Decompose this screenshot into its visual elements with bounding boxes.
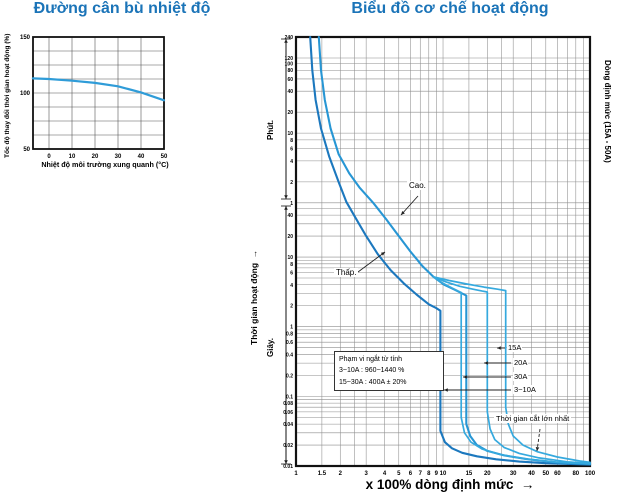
svg-text:100: 100 [285,62,294,68]
svg-text:0.06: 0.06 [283,410,293,416]
svg-text:5: 5 [397,471,401,477]
svg-text:10: 10 [440,471,447,477]
svg-text:2: 2 [339,471,343,477]
right-chart-title: Biểu đồ cơ chế hoạt động [351,0,549,17]
svg-text:80: 80 [572,471,579,477]
curve-th-p-gi-i-h-n-d-i-3-10a- [309,35,592,466]
curve-20a [432,275,591,465]
rating-label-30a: 30A [513,372,529,381]
right-chart-curves [309,35,592,466]
svg-text:8: 8 [290,138,293,144]
svg-text:0.04: 0.04 [283,422,293,428]
trip-box-line-2: 3~10A : 960~1440 % [339,367,405,375]
svg-text:3: 3 [364,471,368,477]
svg-text:10: 10 [287,131,293,137]
svg-text:100: 100 [585,471,596,477]
svg-text:1.5: 1.5 [318,471,327,477]
right-side-rated-current-label: Dòng định mức (15A - 50A) [603,60,612,163]
svg-text:20: 20 [287,234,293,240]
svg-text:2: 2 [290,180,293,186]
up-arrow-icon: → [249,249,259,259]
svg-text:10: 10 [69,154,76,160]
svg-text:30: 30 [510,471,517,477]
left-chart-ticks: 0 10 20 30 40 50 150 100 50 [20,35,168,160]
svg-text:0.2: 0.2 [286,373,293,379]
svg-text:40: 40 [287,89,293,95]
svg-text:0: 0 [47,154,51,160]
minutes-section-label: Phút. [266,120,275,140]
svg-text:6: 6 [409,471,413,477]
left-chart-x-axis-label: Nhiệt độ môi trường xung quanh (°C) [41,160,169,169]
svg-text:4: 4 [383,471,387,477]
svg-text:1: 1 [290,325,293,331]
trip-box-line-3: 15~30A : 400A ± 20% [339,378,407,386]
svg-text:1: 1 [290,201,293,207]
right-chart-ticks: 1 1.5 2 3 4 5 6 7 8 9 10 15 20 30 40 50 60 80 100240120100… [283,35,595,477]
left-chart-curve [31,77,166,102]
svg-text:8: 8 [427,471,431,477]
svg-text:40: 40 [138,154,145,160]
svg-text:0.4: 0.4 [286,352,293,358]
svg-text:60: 60 [287,77,293,83]
svg-text:0.6: 0.6 [286,340,293,346]
svg-text:20: 20 [92,154,99,160]
svg-text:6: 6 [290,271,293,277]
svg-text:0.8: 0.8 [286,332,293,338]
svg-text:20: 20 [484,471,491,477]
svg-text:50: 50 [161,154,168,160]
svg-text:50: 50 [542,471,549,477]
svg-text:0.02: 0.02 [283,443,293,449]
high-curve-label: Cao. [407,181,428,190]
svg-text:7: 7 [419,471,423,477]
rating-label-15a: 15A [507,343,523,352]
low-curve-label: Thấp. [334,268,359,277]
svg-text:50: 50 [23,147,30,153]
svg-text:15: 15 [466,471,473,477]
curve-15a [432,275,591,464]
right-arrow-icon: → [520,477,535,492]
rating-label-20a: 20A [513,358,529,367]
svg-text:1: 1 [294,471,298,477]
curve-30a [432,275,591,465]
svg-text:8: 8 [290,262,293,268]
annotation-arrows [357,195,541,452]
right-chart-y-axis-label: Thời gian hoạt động → [249,160,259,345]
left-chart-title: Đường cân bù nhiệt độ [33,0,211,17]
svg-text:240: 240 [285,35,294,41]
svg-text:60: 60 [554,471,561,477]
trip-box-line-1: Phạm vi ngắt từ tính [339,356,403,363]
right-chart-x-axis-label: x 100% dòng định mức → [320,477,580,492]
svg-text:20: 20 [287,110,293,116]
svg-text:30: 30 [115,154,122,160]
max-breaking-time-label: Thời gian cắt lớn nhất [494,414,572,423]
svg-text:0.1: 0.1 [286,394,293,400]
svg-text:10: 10 [287,255,293,261]
svg-text:0.01: 0.01 [283,464,293,470]
right-chart-grid [294,35,592,468]
svg-text:0.08: 0.08 [283,401,293,407]
y-section-brackets [281,38,291,465]
magnetic-trip-range-box: Phạm vi ngắt từ tính 3~10A : 960~1440 % … [334,351,444,391]
rating-label-3-10a: 3~10A [513,385,537,394]
svg-text:40: 40 [528,471,535,477]
svg-text:6: 6 [290,147,293,153]
seconds-section-label: Giây. [266,338,275,357]
svg-text:100: 100 [20,91,31,97]
y-axis-label-text: Thời gian hoạt động [249,262,259,345]
svg-text:9: 9 [435,471,439,477]
left-chart-y-axis-label: Tốc độ thay đổi thời gian hoạt động (%) [4,33,11,158]
svg-text:40: 40 [287,213,293,219]
svg-text:150: 150 [20,35,31,41]
svg-text:80: 80 [287,68,293,74]
svg-text:120: 120 [285,56,294,62]
svg-text:4: 4 [290,283,293,289]
svg-text:4: 4 [290,159,293,165]
x-axis-label-text: x 100% dòng định mức [365,477,514,492]
svg-text:2: 2 [290,304,293,310]
